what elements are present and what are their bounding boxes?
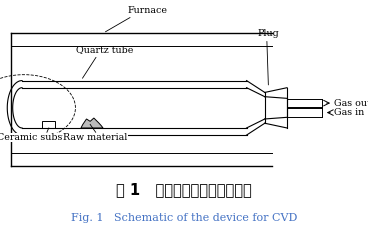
Text: Furnace: Furnace bbox=[127, 6, 167, 15]
Text: Gas out: Gas out bbox=[334, 99, 368, 108]
Text: Raw material: Raw material bbox=[64, 133, 128, 142]
Text: 图 1   化学气相沉积装置示意图: 图 1 化学气相沉积装置示意图 bbox=[116, 182, 252, 197]
Text: Gas in: Gas in bbox=[334, 108, 364, 117]
Text: Plug: Plug bbox=[258, 29, 280, 38]
Text: Quartz tube: Quartz tube bbox=[76, 46, 134, 55]
Text: Ceramic substrate: Ceramic substrate bbox=[0, 133, 86, 142]
Bar bbox=[42, 121, 55, 128]
Polygon shape bbox=[81, 118, 103, 128]
Text: Fig. 1   Schematic of the device for CVD: Fig. 1 Schematic of the device for CVD bbox=[71, 213, 297, 223]
